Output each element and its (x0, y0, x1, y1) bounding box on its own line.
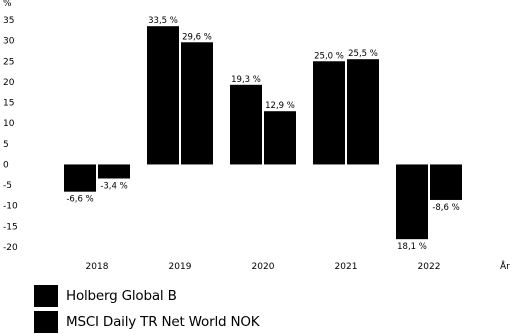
bar-msci-2022 (430, 164, 462, 200)
bar-holberg-2020 (230, 84, 262, 165)
y-tick-label: 0 (3, 160, 9, 170)
legend: Holberg Global B MSCI Daily TR Net World… (34, 284, 260, 336)
y-tick-label: 30 (3, 37, 15, 47)
y-tick-label: 20 (3, 78, 15, 88)
y-axis-unit-label: % (3, 0, 12, 9)
y-tick-label: 5 (3, 140, 9, 150)
y-axis-ticks: 35 30 25 20 15 10 5 0 -5 -10 -15 -20 (3, 16, 18, 253)
bars-group (64, 26, 462, 240)
data-label: 12,9 % (265, 101, 295, 111)
data-label: 18,1 % (397, 242, 427, 252)
bar-holberg-2019 (147, 26, 179, 165)
x-axis-ticks: 2018 2019 2020 2021 2022 (86, 262, 441, 272)
bar-msci-2018 (98, 164, 130, 179)
bar-holberg-2021 (313, 61, 345, 165)
x-tick-label: 2018 (86, 262, 109, 272)
bar-holberg-2022 (396, 164, 428, 240)
y-tick-label: 25 (3, 57, 14, 67)
y-tick-label: -5 (3, 181, 12, 191)
legend-label-msci: MSCI Daily TR Net World NOK (66, 314, 260, 330)
x-tick-label: 2019 (169, 262, 192, 272)
legend-item-holberg: Holberg Global B (34, 284, 259, 308)
bar-holberg-2018 (64, 164, 96, 192)
data-label: 25,5 % (348, 49, 378, 59)
legend-swatch-msci (34, 311, 58, 333)
y-tick-label: 10 (3, 119, 15, 129)
y-tick-label: -10 (3, 202, 18, 212)
legend-label-holberg: Holberg Global B (66, 288, 177, 304)
y-tick-label: 35 (3, 16, 14, 26)
y-tick-label: 15 (3, 99, 14, 109)
legend-item-msci: MSCI Daily TR Net World NOK (34, 310, 260, 334)
x-tick-label: 2022 (418, 262, 441, 272)
x-tick-label: 2021 (335, 262, 358, 272)
data-label: 19,3 % (231, 75, 261, 85)
data-label: 29,6 % (182, 32, 212, 42)
x-axis-unit-label: År (500, 260, 510, 272)
data-label: 33,5 % (148, 16, 178, 26)
value-labels-group: -6,6 % -3,4 % 33,5 % 29,6 % 19,3 % 12,9 % 25,0… (66, 16, 459, 252)
legend-swatch-holberg (34, 285, 58, 307)
y-tick-label: -20 (3, 243, 18, 253)
data-label: -3,4 % (100, 181, 127, 191)
bar-msci-2021 (347, 59, 379, 165)
bar-msci-2020 (264, 111, 296, 165)
data-label: 25,0 % (314, 51, 344, 61)
data-label: -8,6 % (432, 203, 459, 213)
data-label: -6,6 % (66, 195, 93, 205)
bar-msci-2019 (181, 42, 213, 165)
y-tick-label: -15 (3, 222, 18, 232)
x-tick-label: 2020 (252, 262, 275, 272)
